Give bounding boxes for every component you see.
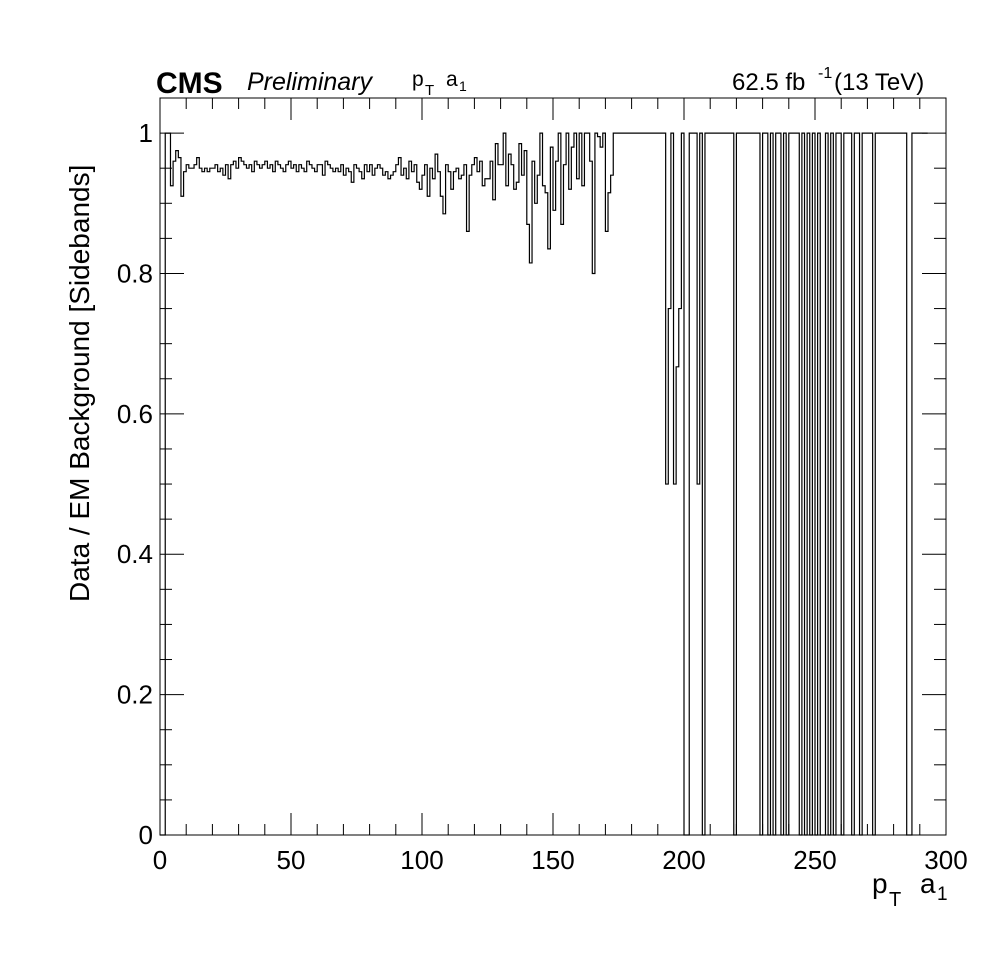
x-axis-title-var: a <box>920 868 936 899</box>
x-tick-label: 250 <box>793 845 836 875</box>
x-tick-label: 0 <box>153 845 167 875</box>
y-axis-title: Data / EM Background [Sidebands] <box>64 165 95 602</box>
x-axis-title-var-sub: 1 <box>937 884 948 905</box>
x-tick-label: 300 <box>924 845 967 875</box>
experiment-label: CMS <box>156 67 223 100</box>
x-tick-label: 50 <box>277 845 306 875</box>
plot-variable-name-sub: 1 <box>459 78 467 94</box>
x-tick-label: 100 <box>400 845 443 875</box>
y-tick-label: 1 <box>139 118 153 148</box>
y-tick-label: 0.8 <box>117 258 153 288</box>
plot-variable-name: a <box>446 68 458 91</box>
plot-variable-label: p T a 1 <box>412 68 467 99</box>
y-tick-label: 0.4 <box>117 539 153 569</box>
lumi-value: 62.5 fb <box>732 69 805 96</box>
plot-variable-base: p <box>412 68 424 91</box>
x-tick-label: 200 <box>662 845 705 875</box>
plot-variable-sub: T <box>425 82 434 99</box>
status-label: Preliminary <box>247 68 374 96</box>
x-axis-title-sub: T <box>889 889 901 911</box>
ratio-histogram <box>160 132 928 836</box>
luminosity-label: 62.5 fb -1 (13 TeV) <box>732 65 924 96</box>
x-tick-label: 150 <box>531 845 574 875</box>
lumi-exponent: -1 <box>818 65 832 82</box>
x-axis-title-base: p <box>872 868 888 899</box>
y-axis: 0 0.2 0.4 0.6 0.8 1 <box>117 118 946 850</box>
lumi-energy: (13 TeV) <box>834 69 924 96</box>
y-tick-label: 0.6 <box>117 399 153 429</box>
y-tick-label: 0.2 <box>117 680 153 710</box>
y-tick-label: 0 <box>139 820 153 850</box>
x-axis-title: p T a 1 <box>872 868 948 911</box>
histogram-line <box>160 132 928 836</box>
x-axis: 0 50 100 150 200 250 300 <box>153 98 968 875</box>
